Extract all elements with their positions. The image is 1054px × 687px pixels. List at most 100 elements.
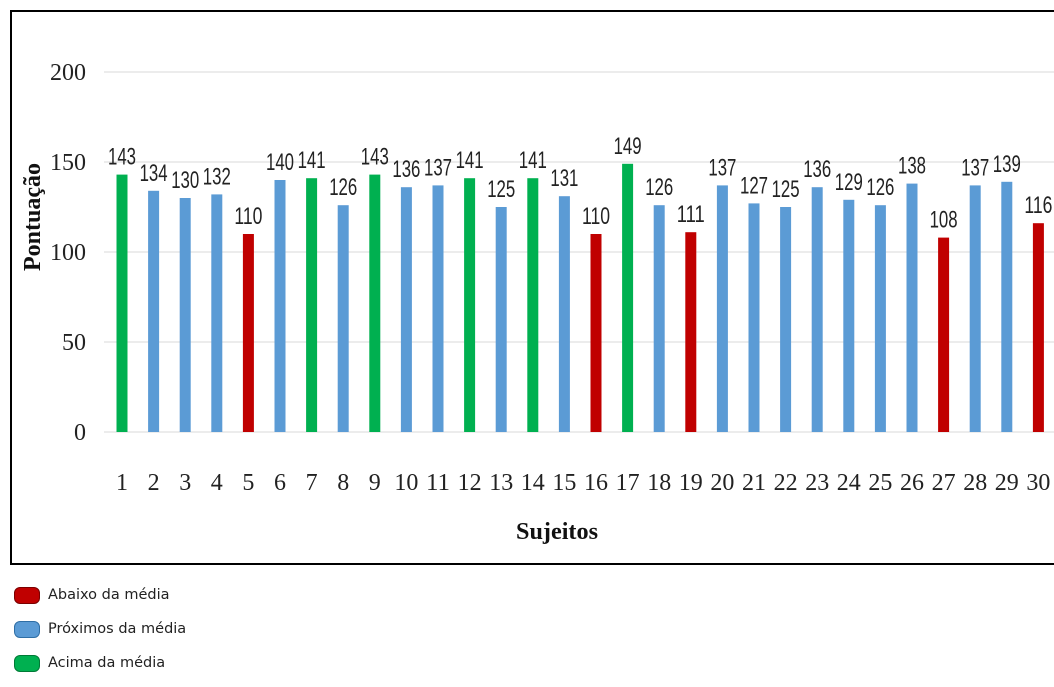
data-label: 143	[108, 144, 136, 171]
bar-10	[400, 187, 412, 432]
bar-5	[242, 234, 254, 432]
legend-item-acima: Acima da média	[14, 653, 186, 673]
y-tick-labels: 0 50 100 150 200	[50, 60, 86, 446]
bar-27	[938, 237, 950, 432]
data-label: 130	[171, 167, 199, 194]
x-tick-label: 11	[426, 470, 450, 496]
data-label: 126	[866, 174, 894, 201]
x-axis-title: Sujeitos	[516, 519, 598, 545]
x-tick-label: 28	[963, 470, 987, 496]
data-label: 129	[835, 169, 863, 196]
y-tick-label: 150	[50, 150, 86, 176]
data-label: 126	[329, 174, 357, 201]
data-label: 137	[424, 154, 452, 181]
x-tick-label: 27	[932, 470, 956, 496]
bar-1	[116, 174, 128, 432]
data-label: 134	[140, 160, 168, 187]
bar-3	[179, 198, 191, 432]
y-tick-label: 100	[50, 240, 86, 266]
x-tick-label: 3	[179, 470, 191, 496]
data-label: 139	[993, 151, 1021, 178]
x-tick-label: 5	[242, 470, 254, 496]
x-tick-label: 2	[148, 470, 160, 496]
x-tick-label: 24	[837, 470, 861, 496]
legend-label-acima: Acima da média	[48, 655, 166, 671]
x-tick-label: 6	[274, 470, 286, 496]
x-tick-label: 17	[616, 470, 640, 496]
x-tick-label: 12	[458, 470, 482, 496]
data-label: 143	[361, 144, 389, 171]
bar-23	[811, 187, 823, 432]
x-tick-label: 20	[710, 470, 734, 496]
legend-item-abaixo: Abaixo da média	[14, 585, 186, 605]
bar-25	[874, 205, 886, 432]
data-label: 138	[898, 153, 926, 180]
x-tick-label: 16	[584, 470, 608, 496]
x-tick-label: 30	[1026, 470, 1050, 496]
data-label: 116	[1024, 192, 1052, 219]
y-tick-label: 50	[62, 330, 86, 356]
data-label: 110	[582, 203, 610, 230]
data-label: 149	[614, 133, 642, 160]
legend-label-abaixo: Abaixo da média	[48, 587, 170, 603]
legend-swatch-acima	[14, 654, 40, 672]
bar-17	[622, 163, 634, 433]
legend-label-proximos: Próximos da média	[48, 621, 187, 637]
x-tick-label: 8	[337, 470, 349, 496]
x-tick-label: 25	[868, 470, 892, 496]
bar-28	[969, 185, 981, 432]
x-tick-label: 29	[995, 470, 1019, 496]
bar-15	[558, 196, 570, 432]
x-tick-label: 10	[394, 470, 418, 496]
data-label: 132	[203, 163, 231, 190]
x-tick-labels: 1 2 3 4 5 6 7 8 9 10 11 12 13 14 15 16 17 18 19 20 21 22 23 24 2…	[116, 470, 1050, 496]
bars	[116, 163, 1044, 433]
y-axis-title: Pontuação	[20, 163, 46, 271]
bar-7	[306, 178, 318, 432]
legend-swatch-abaixo	[14, 586, 40, 604]
bar-26	[906, 183, 918, 432]
x-tick-label: 21	[742, 470, 766, 496]
bar-11	[432, 185, 444, 432]
x-tick-label: 9	[369, 470, 381, 496]
x-tick-label: 19	[679, 470, 703, 496]
data-label: 108	[930, 207, 958, 234]
data-label: 110	[234, 203, 262, 230]
bar-8	[337, 205, 349, 432]
data-label: 126	[645, 174, 673, 201]
x-tick-label: 1	[116, 470, 128, 496]
bar-22	[780, 207, 792, 432]
bar-6	[274, 180, 286, 432]
bar-9	[369, 174, 381, 432]
data-label: 136	[392, 156, 420, 183]
bar-2	[148, 190, 160, 432]
bar-18	[653, 205, 665, 432]
data-label: 140	[266, 149, 294, 176]
bar-30	[1032, 223, 1044, 432]
chart-frame: 0 50 100 150 200 143 134 130 132 110 140 141 126 143…	[10, 10, 1054, 565]
data-label: 125	[772, 176, 800, 203]
data-label: 127	[740, 172, 768, 199]
y-tick-label: 0	[74, 420, 86, 446]
data-label: 141	[298, 147, 326, 174]
x-tick-label: 14	[521, 470, 545, 496]
y-tick-label: 200	[50, 60, 86, 86]
bar-16	[590, 234, 602, 432]
legend: Abaixo da média Próximos da média Acima …	[14, 585, 186, 687]
data-label: 141	[456, 147, 484, 174]
data-label: 136	[803, 156, 831, 183]
x-tick-label: 13	[489, 470, 513, 496]
bar-29	[1001, 181, 1013, 432]
bar-13	[495, 207, 507, 432]
bar-21	[748, 203, 760, 432]
x-tick-label: 4	[211, 470, 223, 496]
bar-14	[527, 178, 539, 432]
data-label: 137	[961, 154, 989, 181]
legend-item-proximos: Próximos da média	[14, 619, 186, 639]
bar-20	[716, 185, 728, 432]
data-label: 141	[519, 147, 547, 174]
x-tick-label: 15	[552, 470, 576, 496]
bar-24	[843, 199, 855, 432]
